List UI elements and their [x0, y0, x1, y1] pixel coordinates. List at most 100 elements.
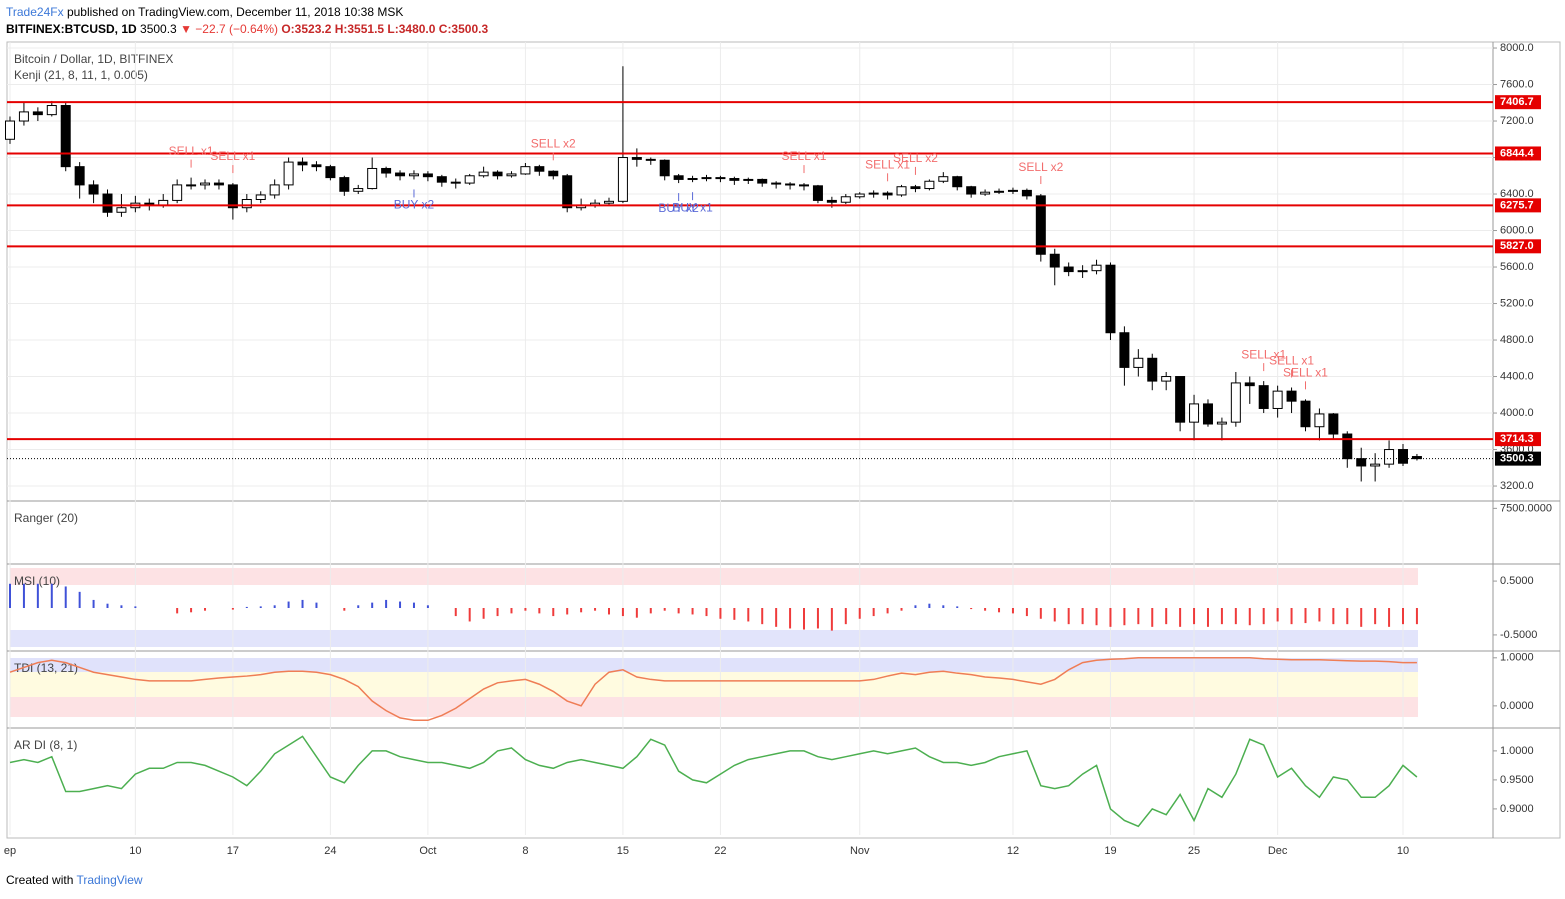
candle-body [603, 200, 614, 204]
candle-body [924, 180, 935, 190]
candle-body [186, 184, 197, 187]
y-tick-label: 7500.0000 [1500, 502, 1552, 514]
msi-upper-band [10, 568, 1418, 585]
candle-body [1091, 264, 1102, 272]
candle-body [562, 175, 573, 209]
candle-body [645, 158, 656, 161]
level-label-bg [1495, 239, 1541, 254]
signal-label: BUY x2 [394, 198, 435, 212]
author[interactable]: Trade24Fx [6, 5, 64, 19]
x-tick-label: Nov [850, 845, 870, 857]
candle-body [1411, 456, 1422, 460]
y-tick-label: 6400.0 [1500, 188, 1534, 200]
candle-body [325, 166, 336, 179]
candle-body [102, 193, 113, 213]
signal-label: SELL x1 [169, 144, 214, 158]
candle-body [297, 161, 308, 166]
candle-body [227, 184, 238, 209]
x-tick-label: 25 [1188, 845, 1200, 857]
candle-body [422, 173, 433, 178]
candle-body [116, 207, 127, 213]
candle-body [952, 176, 963, 188]
candle-body [1049, 253, 1060, 268]
signal-label: SELL x1 [865, 157, 910, 171]
candle-body [1342, 433, 1353, 460]
level-label: 6275.7 [1500, 199, 1534, 211]
y-tick-label: 4400.0 [1500, 370, 1534, 382]
x-tick-label: Oct [419, 845, 436, 857]
y-tick-label: 5200.0 [1500, 297, 1534, 309]
signal-label: BUY x1 [672, 200, 713, 214]
candle-body [1077, 270, 1088, 273]
candle-body [200, 182, 211, 186]
candle-body [450, 181, 461, 184]
y-tick-label: 6000.0 [1500, 224, 1534, 236]
candle-body [701, 177, 712, 180]
candle-body [840, 196, 851, 203]
level-label-bg [1495, 95, 1541, 110]
y-tick-label: -0.5000 [1500, 629, 1537, 641]
candle-body [381, 167, 392, 174]
candle-body [32, 111, 43, 116]
y-tick-label: 7200.0 [1500, 115, 1534, 127]
candle-body [1119, 332, 1130, 368]
candle-body [172, 184, 183, 201]
candle-body [1356, 458, 1367, 467]
candle-body [1314, 413, 1325, 428]
candle-body [1133, 357, 1144, 368]
level-label: 3714.3 [1500, 433, 1534, 445]
candle-body [980, 191, 991, 195]
signal-label: SELL x1 [782, 149, 827, 163]
signal-label: SELL x2 [1018, 160, 1063, 174]
x-tick-label: 22 [714, 845, 726, 857]
candle-body [729, 178, 740, 181]
publish-line: Trade24Fx published on TradingView.com, … [6, 4, 488, 21]
candle-body [1202, 403, 1213, 425]
candle-body [5, 120, 15, 140]
candle-body [826, 199, 837, 203]
ohlc: O:3523.2 H:3551.5 L:3480.0 C:3500.3 [281, 22, 489, 36]
candle-body [882, 192, 893, 196]
msi-lower-band [10, 630, 1418, 647]
price: 3500.3 [140, 22, 177, 36]
level-label: 5827.0 [1500, 240, 1534, 252]
candle-body [395, 172, 406, 177]
y-tick-label: 4000.0 [1500, 407, 1534, 419]
candle-body [1370, 463, 1381, 467]
pane-title: Bitcoin / Dollar, 1D, BITFINEX [14, 52, 173, 66]
y-tick-label: 0.9000 [1500, 803, 1534, 815]
x-tick-label: 10 [129, 845, 141, 857]
level-label-bg [1495, 146, 1541, 161]
candle-body [1007, 189, 1018, 192]
candle-body [1189, 403, 1200, 423]
x-tick-label: ep [4, 845, 16, 857]
symbol: BITFINEX:BTCUSD, 1D [6, 22, 137, 36]
signal-label: SELL x2 [531, 136, 576, 150]
candle-body [854, 193, 865, 198]
created: Created with [6, 873, 74, 887]
candle-body [492, 171, 503, 177]
candle-body [1063, 266, 1074, 273]
candle-body [1035, 195, 1046, 255]
candle-body [1161, 376, 1172, 382]
candle-body [1398, 449, 1408, 464]
candle-body [60, 105, 71, 168]
candle-body [213, 182, 224, 186]
candle-body [269, 184, 280, 196]
x-tick-label: 8 [522, 845, 528, 857]
candle-body [966, 186, 977, 195]
y-tick-label: 3200.0 [1500, 480, 1534, 492]
candle-body [771, 182, 782, 185]
candle-body [18, 111, 29, 122]
candle-body [1300, 400, 1311, 428]
last-price-label: 3500.3 [1500, 453, 1534, 465]
candle-body [367, 167, 378, 190]
candle-body [868, 192, 879, 195]
candle-body [715, 177, 726, 180]
brand[interactable]: TradingView [76, 873, 143, 887]
candle-body [631, 157, 642, 160]
y-tick-label: 8000.0 [1500, 42, 1534, 54]
y-tick-label: 1.0000 [1500, 652, 1534, 664]
signal-label: SELL x1 [210, 149, 255, 163]
candle-body [1286, 390, 1297, 402]
